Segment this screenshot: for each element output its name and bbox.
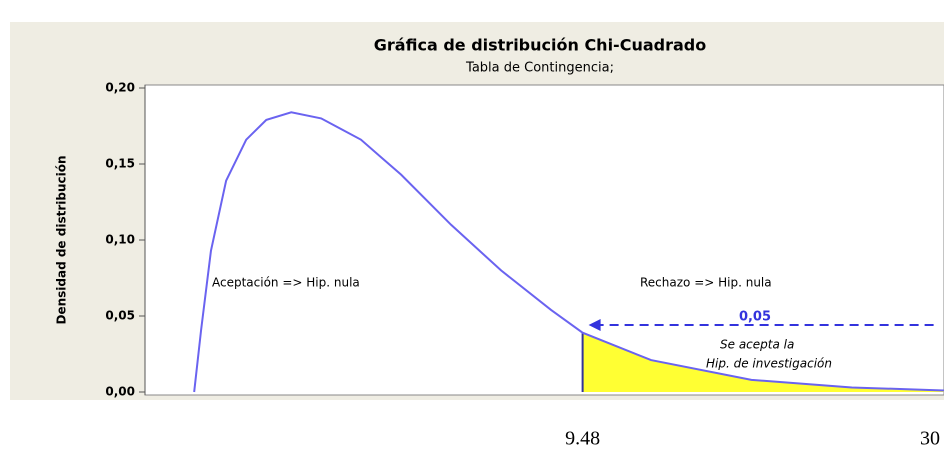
arrow-head (588, 319, 601, 331)
y-tick-label: 0,05 (105, 309, 135, 323)
y-tick-label: 0,00 (105, 385, 135, 399)
y-tick-label: 0,20 (105, 81, 135, 95)
annotation: Se acepta la (720, 338, 794, 352)
y-tick-label: 0,15 (105, 157, 135, 171)
annotation: Aceptación => Hip. nula (212, 276, 360, 290)
chart-title: Gráfica de distribución Chi-Cuadrado (374, 36, 706, 55)
alpha-label: 0,05 (739, 310, 771, 325)
below-label: 30 (920, 428, 940, 450)
y-tick-label: 0,10 (105, 233, 135, 247)
chart-subtitle: Tabla de Contingencia; (465, 61, 614, 76)
plot-area (144, 84, 944, 396)
annotation: Hip. de investigación (706, 357, 832, 371)
annotation: Rechazo => Hip. nula (640, 276, 772, 290)
rejection-area (582, 332, 944, 392)
critical-label: 9.48 (565, 428, 600, 450)
density-curve (193, 111, 944, 393)
y-axis-label: Densidad de distribución (55, 155, 69, 324)
